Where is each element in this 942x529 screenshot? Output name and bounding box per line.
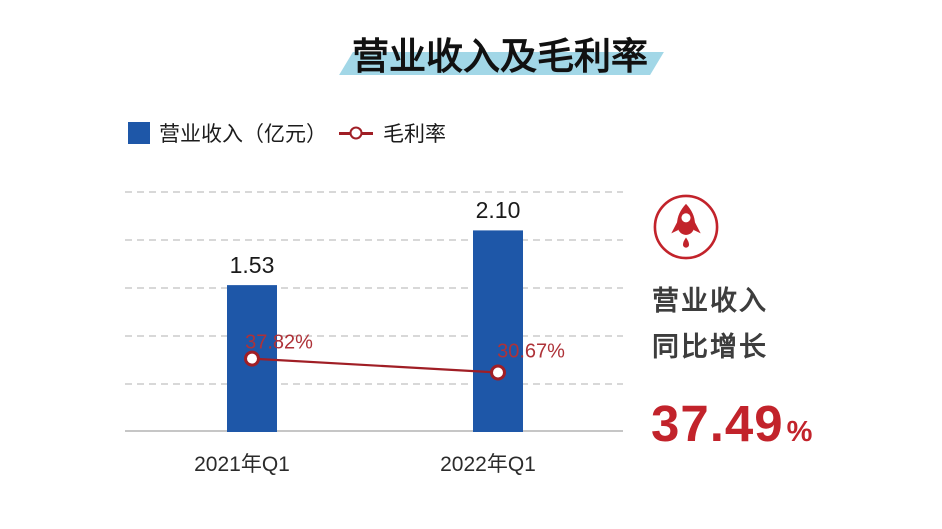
rocket-icon (653, 194, 719, 260)
revenue-legend-label: 营业收入（亿元） (159, 123, 327, 146)
callout-text: 营业收入 同比增长 (652, 278, 768, 370)
margin-line (251, 357, 499, 374)
legend: 营业收入（亿元） 毛利率 (128, 118, 446, 148)
callout-line1: 营业收入 (652, 286, 768, 316)
chart-canvas (125, 191, 623, 432)
callout-line2: 同比增长 (652, 332, 768, 362)
margin-marker (490, 364, 506, 381)
growth-value: 37.49 % (651, 394, 812, 453)
x-axis-category-label: 2022年Q1 (440, 453, 536, 476)
revenue-legend-swatch (128, 122, 150, 144)
margin-legend-marker-icon (339, 126, 373, 140)
rocket-icon-svg (653, 194, 719, 260)
margin-legend-label: 毛利率 (383, 123, 446, 146)
chart-title: 营业收入及毛利率 (339, 26, 664, 80)
growth-number: 37.49 (651, 395, 784, 452)
growth-unit: % (786, 416, 813, 448)
margin-marker (244, 350, 260, 367)
x-axis-category-label: 2021年Q1 (194, 453, 290, 476)
legend-circle-marker (349, 126, 363, 140)
plot-area: 1.53 2.10 37.82% 30.67% 2021年Q1 2022年Q1 (125, 184, 623, 476)
chart-title-text: 营业收入及毛利率 (352, 36, 648, 77)
revenue-bar (473, 230, 523, 432)
